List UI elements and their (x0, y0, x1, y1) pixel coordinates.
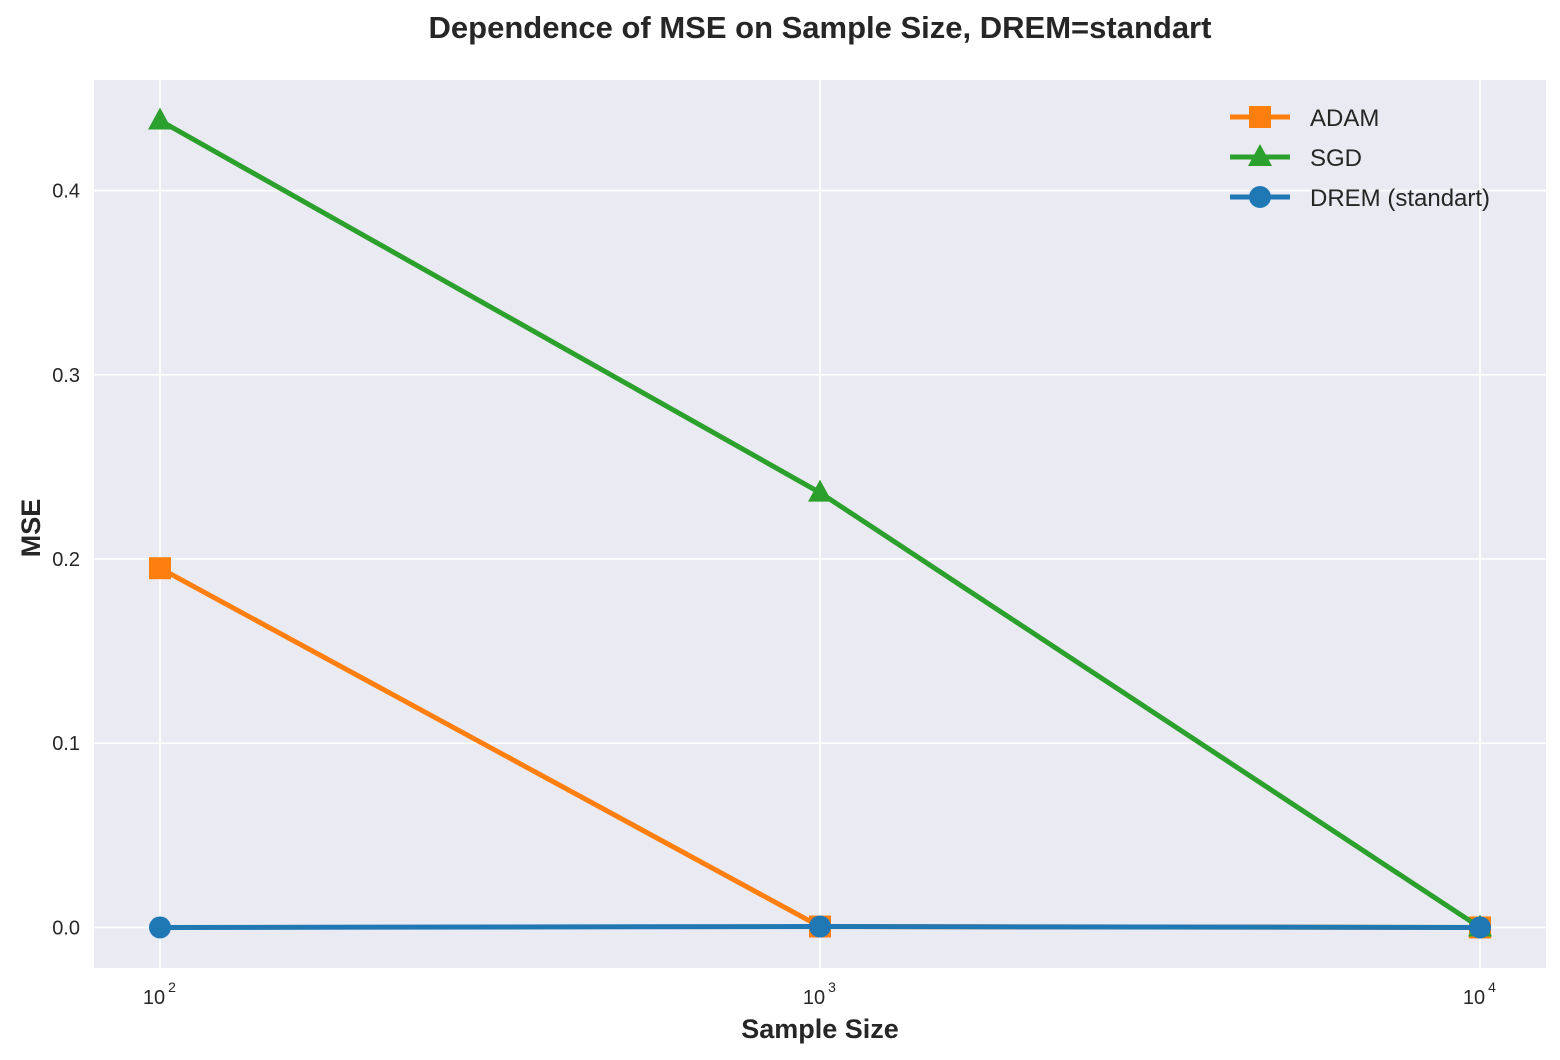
x-tick-exponent: 4 (1488, 979, 1496, 995)
triangle-marker (808, 479, 832, 502)
circle-marker (809, 915, 831, 938)
x-tick-exponent: 2 (168, 979, 176, 995)
legend-label: DREM (standart) (1310, 185, 1490, 212)
y-tick-label: 0.1 (52, 733, 80, 755)
y-tick-label: 0.4 (52, 181, 80, 203)
x-tick-label: 10 4 (1463, 979, 1496, 1009)
y-axis-label: MSE (16, 499, 46, 558)
triangle-marker (148, 107, 172, 130)
legend-entry: DREM (standart) (1230, 185, 1490, 212)
x-tick-base: 10 (143, 987, 165, 1009)
x-tick-labels: 10 2 10 3 10 4 (143, 979, 1496, 1009)
circle-marker (149, 916, 171, 939)
y-tick-label: 0.3 (52, 365, 80, 387)
legend-entry: SGD (1230, 144, 1362, 172)
x-tick-base: 10 (1463, 987, 1485, 1009)
legend-label: ADAM (1310, 105, 1379, 132)
square-marker (1249, 106, 1271, 128)
legend-label: SGD (1310, 145, 1362, 172)
x-tick-label: 10 3 (803, 979, 836, 1009)
series-lines (148, 107, 1492, 939)
square-marker (149, 557, 171, 580)
x-tick-exponent: 3 (828, 979, 836, 995)
legend: ADAM SGD DREM (standart) (1230, 105, 1490, 212)
series-drem-standart (149, 915, 1491, 939)
y-tick-label: 0.0 (52, 917, 80, 939)
circle-marker (1249, 186, 1271, 208)
x-tick-base: 10 (803, 987, 825, 1009)
circle-marker (1469, 916, 1491, 939)
triangle-marker (1248, 144, 1272, 166)
legend-entry: ADAM (1230, 105, 1379, 132)
x-axis-label: Sample Size (741, 1014, 899, 1044)
x-tick-label: 10 2 (143, 979, 176, 1009)
chart-title: Dependence of MSE on Sample Size, DREM=s… (428, 10, 1212, 45)
y-tick-label: 0.2 (52, 549, 80, 571)
y-tick-labels: 0.0 0.1 0.2 0.3 0.4 (52, 181, 80, 940)
